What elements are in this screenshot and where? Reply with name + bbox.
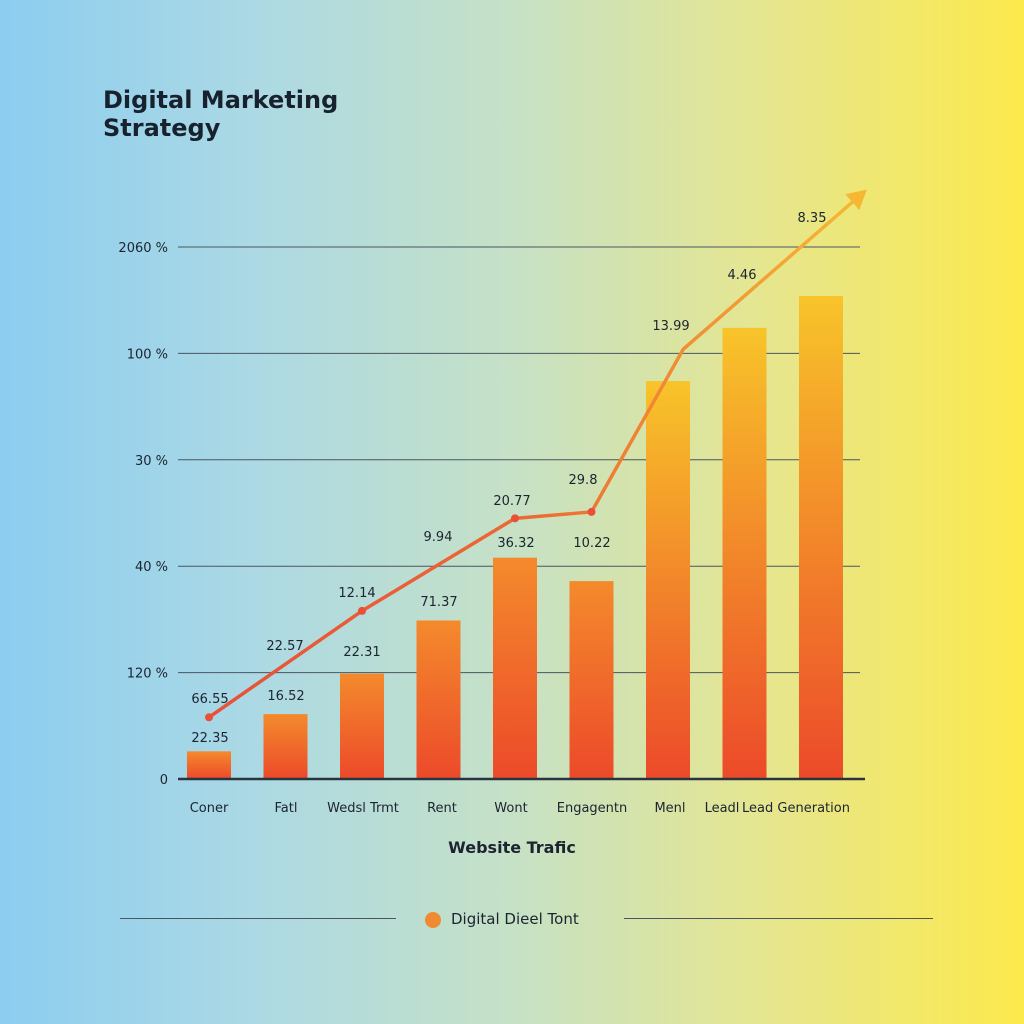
line-data-label: 8.35 bbox=[798, 211, 827, 226]
line-data-label: 29.8 bbox=[569, 473, 598, 488]
bar bbox=[340, 673, 384, 779]
y-tick-label: 0 bbox=[160, 773, 168, 788]
y-tick-label: 2060 % bbox=[118, 241, 168, 256]
title-line-2: Strategy bbox=[103, 114, 221, 142]
bar bbox=[646, 381, 690, 779]
legend-label: Digital Dieel Tont bbox=[451, 910, 579, 928]
bar bbox=[799, 295, 843, 779]
y-tick-label: 30 % bbox=[135, 454, 168, 469]
x-tick-label: Lead Generation bbox=[742, 801, 850, 816]
line-data-label: 66.55 bbox=[191, 692, 228, 707]
bar bbox=[493, 557, 537, 779]
x-tick-label: Wont bbox=[494, 801, 527, 816]
x-tick-label: Rent bbox=[427, 801, 457, 816]
trend-point bbox=[587, 507, 596, 516]
bar-data-label: 22.31 bbox=[343, 645, 380, 660]
line-data-label: 13.99 bbox=[652, 319, 689, 334]
line-data-label: 20.77 bbox=[493, 494, 530, 509]
bar-data-label: 16.52 bbox=[267, 689, 304, 704]
bar-data-label: 22.35 bbox=[191, 731, 228, 746]
x-tick-label: Menl bbox=[654, 801, 685, 816]
trend-point bbox=[511, 514, 519, 523]
bar bbox=[416, 620, 461, 779]
chart-title: Digital Marketing Strategy bbox=[103, 86, 338, 142]
line-data-label: 9.94 bbox=[424, 530, 453, 545]
bar bbox=[722, 327, 767, 779]
trend-point bbox=[358, 606, 366, 615]
x-tick-label: Fatl bbox=[275, 801, 298, 816]
bar-data-label: 10.22 bbox=[573, 536, 610, 551]
x-tick-label: Leadl bbox=[705, 801, 740, 816]
x-axis-label: Website Trafic bbox=[448, 838, 576, 857]
line-data-label: 22.57 bbox=[266, 639, 303, 654]
line-data-label: 4.46 bbox=[728, 268, 757, 283]
legend-marker bbox=[425, 912, 441, 928]
title-line-1: Digital Marketing bbox=[103, 86, 339, 114]
trend-line bbox=[208, 197, 858, 719]
line-data-label: 12.14 bbox=[338, 586, 375, 601]
trend-arrow-icon bbox=[845, 189, 867, 211]
bar bbox=[263, 714, 308, 779]
y-tick-label: 100 % bbox=[127, 347, 168, 362]
bar-data-label: 71.37 bbox=[420, 595, 457, 610]
y-tick-label: 120 % bbox=[127, 667, 168, 682]
y-tick-label: 40 % bbox=[135, 560, 168, 575]
trend-point bbox=[205, 713, 213, 722]
legend-divider-left bbox=[120, 918, 396, 919]
bar-data-label: 36.32 bbox=[497, 536, 534, 551]
x-tick-label: Coner bbox=[190, 801, 229, 816]
x-tick-label: Engagentn bbox=[557, 801, 628, 816]
x-tick-label: Wedsl Trmt bbox=[327, 801, 399, 816]
bar bbox=[187, 751, 231, 779]
legend-divider-right bbox=[624, 918, 933, 919]
bar bbox=[569, 581, 614, 779]
